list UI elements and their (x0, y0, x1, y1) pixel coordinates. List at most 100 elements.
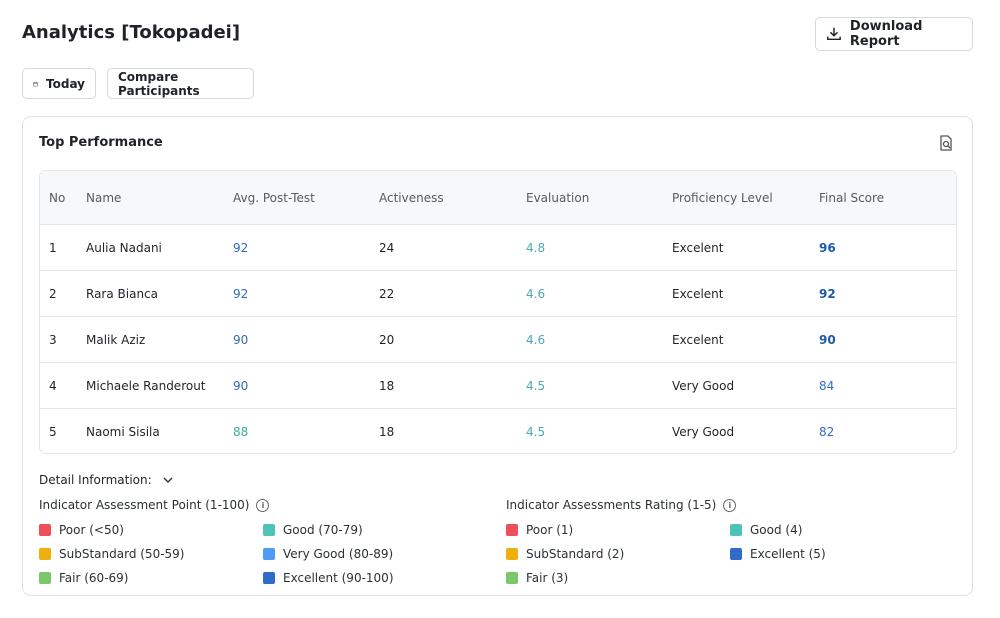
table-cell: 90 (233, 333, 249, 347)
legend-item: Good (4) (730, 523, 802, 537)
legend-swatch (39, 524, 51, 536)
table-cell: 92 (233, 241, 249, 255)
export-icon[interactable] (937, 134, 955, 152)
column-header: Avg. Post-Test (233, 190, 315, 205)
page-title: Analytics [Tokopadei] (22, 22, 241, 43)
table-cell: 84 (819, 379, 835, 393)
legend-swatch (39, 548, 51, 560)
info-icon: i (256, 498, 270, 512)
table-cell: 22 (379, 287, 395, 301)
table-cell: 2 (49, 287, 57, 301)
legend-item: Very Good (80-89) (263, 547, 393, 561)
table-cell: Very Good (672, 425, 735, 439)
legend-swatch (506, 572, 518, 584)
table-row: 1 Aulia Nadani 92 24 4.8 Excelent 96 (40, 224, 956, 271)
legend-label: SubStandard (2) (526, 547, 625, 561)
column-header: Evaluation (526, 190, 590, 205)
table-cell: 5 (49, 425, 57, 439)
table-cell: Excelent (672, 333, 724, 347)
table-row: 2 Rara Bianca 92 22 4.6 Excelent 92 (40, 270, 956, 317)
table-cell: 4.6 (526, 333, 546, 347)
rating-legend: Indicator Assessments Rating (1-5) i Poor … (506, 498, 946, 618)
table-cell: 20 (379, 333, 395, 347)
legend-title: Indicator Assessments Rating (1-5) i (506, 498, 946, 512)
legend-item: Fair (60-69) (39, 571, 128, 585)
legend-item: Excellent (90-100) (263, 571, 394, 585)
table-cell: Excelent (672, 241, 724, 255)
card-title: Top Performance (39, 135, 163, 150)
today-button[interactable]: Today (22, 68, 96, 99)
legend-swatch (263, 548, 275, 560)
table-cell: 18 (379, 379, 395, 393)
download-label: Download Report (849, 19, 923, 49)
table-cell: 4 (49, 379, 57, 393)
legend-item: Poor (<50) (39, 523, 124, 537)
legend-item: Excellent (5) (730, 547, 826, 561)
legend-swatch (263, 524, 275, 536)
table-row: 3 Malik Aziz 90 20 4.6 Excelent 90 (40, 316, 956, 363)
table-cell: Very Good (672, 379, 735, 393)
table-cell: 4.5 (526, 425, 546, 439)
column-header: Name (86, 190, 122, 205)
table-cell: 90 (233, 379, 249, 393)
today-label: Today (46, 76, 85, 91)
table-cell: Malik Aziz (86, 333, 146, 347)
detail-toggle[interactable]: Detail Information: (39, 473, 174, 487)
legend-swatch (506, 548, 518, 560)
table-cell: 4.5 (526, 379, 546, 393)
chevron (163, 477, 173, 483)
point-legend: Indicator Assessment Point (1-100) i Poor … (39, 498, 479, 618)
download-button[interactable]: Download Report (815, 17, 973, 51)
table-cell: 82 (819, 425, 835, 439)
compare-button[interactable]: Compare Participants (107, 68, 254, 99)
table-cell: 96 (819, 241, 836, 255)
table-cell: 24 (379, 241, 395, 255)
table-cell: 4.8 (526, 241, 546, 255)
legend-swatch (730, 548, 742, 560)
legend-label: Poor (<50) (59, 523, 124, 537)
column-header: Final Score (819, 190, 885, 205)
legend-item: SubStandard (50-59) (39, 547, 184, 561)
legend-item: SubStandard (2) (506, 547, 624, 561)
performance-table: No Name Avg. Post-Test Activeness Evaluation… (39, 170, 957, 454)
table-cell: Excelent (672, 287, 724, 301)
legend-swatch (39, 572, 51, 584)
table-cell: Aulia Nadani (86, 241, 162, 255)
legend-label: Excellent (90-100) (283, 571, 394, 585)
table-cell: 92 (819, 287, 836, 301)
table-cell: 88 (233, 425, 249, 439)
table-cell: 90 (819, 333, 836, 347)
table-cell: Naomi Sisila (86, 425, 160, 439)
legend-swatch (263, 572, 275, 584)
legend-label: Poor (1) (526, 523, 574, 537)
legend-item: Poor (1) (506, 523, 573, 537)
legend-item: Good (70-79) (263, 523, 363, 537)
page: Analytics [Tokopadei] Download Report To… (22, 17, 973, 596)
column-header: No (49, 190, 66, 205)
table-row: 5 Naomi Sisila 88 18 4.5 Very Good 82 (40, 408, 956, 453)
legend-swatch (730, 524, 742, 536)
legend-label: Good (70-79) (283, 523, 363, 537)
legend-item: Fair (3) (506, 571, 568, 585)
info-icon: i (723, 498, 737, 512)
table-header: No Name Avg. Post-Test Activeness Evaluation… (40, 171, 956, 224)
table-cell: 92 (233, 287, 249, 301)
table-row: 4 Michaele Randerout 90 18 4.5 Very Good 84 (40, 362, 956, 409)
compare-label: Compare Participants (118, 69, 200, 98)
legend-title: Indicator Assessment Point (1-100) i (39, 498, 479, 512)
detail-label: Detail Information: (39, 473, 152, 487)
legend-label: SubStandard (50-59) (59, 547, 185, 561)
table-cell: Rara Bianca (86, 287, 159, 301)
calendar-icon (33, 81, 38, 86)
table-cell: 1 (49, 241, 57, 255)
legend-label: Fair (60-69) (59, 571, 129, 585)
legend-swatch (506, 524, 518, 536)
legend-label: Fair (3) (526, 571, 569, 585)
performance-card: Top Performance No Name Avg. Post-Test Acti… (22, 116, 973, 596)
legend-label: Good (4) (750, 523, 803, 537)
table-cell: Michaele Randerout (86, 379, 206, 393)
table-cell: 3 (49, 333, 57, 347)
legend-label: Very Good (80-89) (283, 547, 394, 561)
table-cell: 4.6 (526, 287, 546, 301)
legend-title-text: Indicator Assessments Rating (1-5) (506, 498, 717, 512)
